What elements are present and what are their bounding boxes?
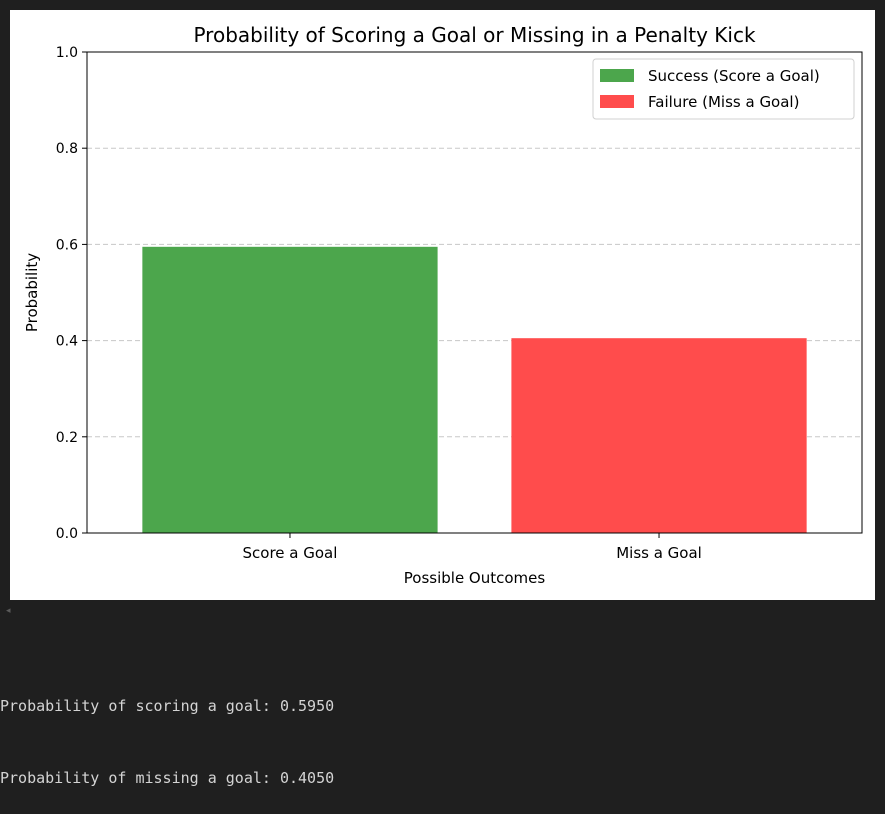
cell-output: Probability of scoring a goal: 0.5950 Pr…: [0, 646, 334, 814]
bars: [142, 246, 807, 533]
y-tick-label: 1.0: [56, 45, 78, 61]
collapse-output-icon[interactable]: ◂: [6, 606, 11, 616]
bar-chart: 0.0 0.2 0.4 0.6 0.8 1.0 Score a Goal Miss a Go…: [23, 23, 863, 587]
x-tick-label: Miss a Goal: [616, 544, 702, 562]
legend-swatch: [600, 95, 634, 108]
y-tick-label: 0.0: [56, 526, 78, 542]
legend: Success (Score a Goal) Failure (Miss a Go…: [592, 58, 855, 120]
axes-frame: [86, 51, 863, 534]
y-ticks: 0.0 0.2 0.4 0.6 0.8 1.0: [56, 45, 87, 542]
chart-title: Probability of Scoring a Goal or Missing…: [193, 23, 755, 47]
x-ticks: Score a Goal Miss a Goal: [243, 533, 702, 562]
x-tick-label: Score a Goal: [243, 544, 338, 562]
y-tick-label: 0.6: [56, 237, 78, 253]
x-axis-label: Possible Outcomes: [404, 569, 546, 587]
legend-label: Failure (Miss a Goal): [648, 93, 799, 111]
legend-box: [592, 58, 855, 120]
figure-panel: 0.0 0.2 0.4 0.6 0.8 1.0 Score a Goal Miss a Go…: [10, 10, 875, 600]
y-tick-label: 0.4: [56, 334, 78, 350]
y-tick-label: 0.2: [56, 430, 78, 446]
bar-miss-a-goal: [511, 338, 807, 533]
output-line-miss: Probability of missing a goal: 0.4050: [0, 769, 335, 787]
bar-score-a-goal: [142, 246, 438, 533]
legend-label: Success (Score a Goal): [648, 67, 820, 85]
y-tick-label: 0.8: [56, 141, 78, 157]
output-line-score: Probability of scoring a goal: 0.5950: [0, 697, 335, 715]
legend-swatch: [600, 69, 634, 82]
y-axis-label: Probability: [23, 253, 41, 332]
